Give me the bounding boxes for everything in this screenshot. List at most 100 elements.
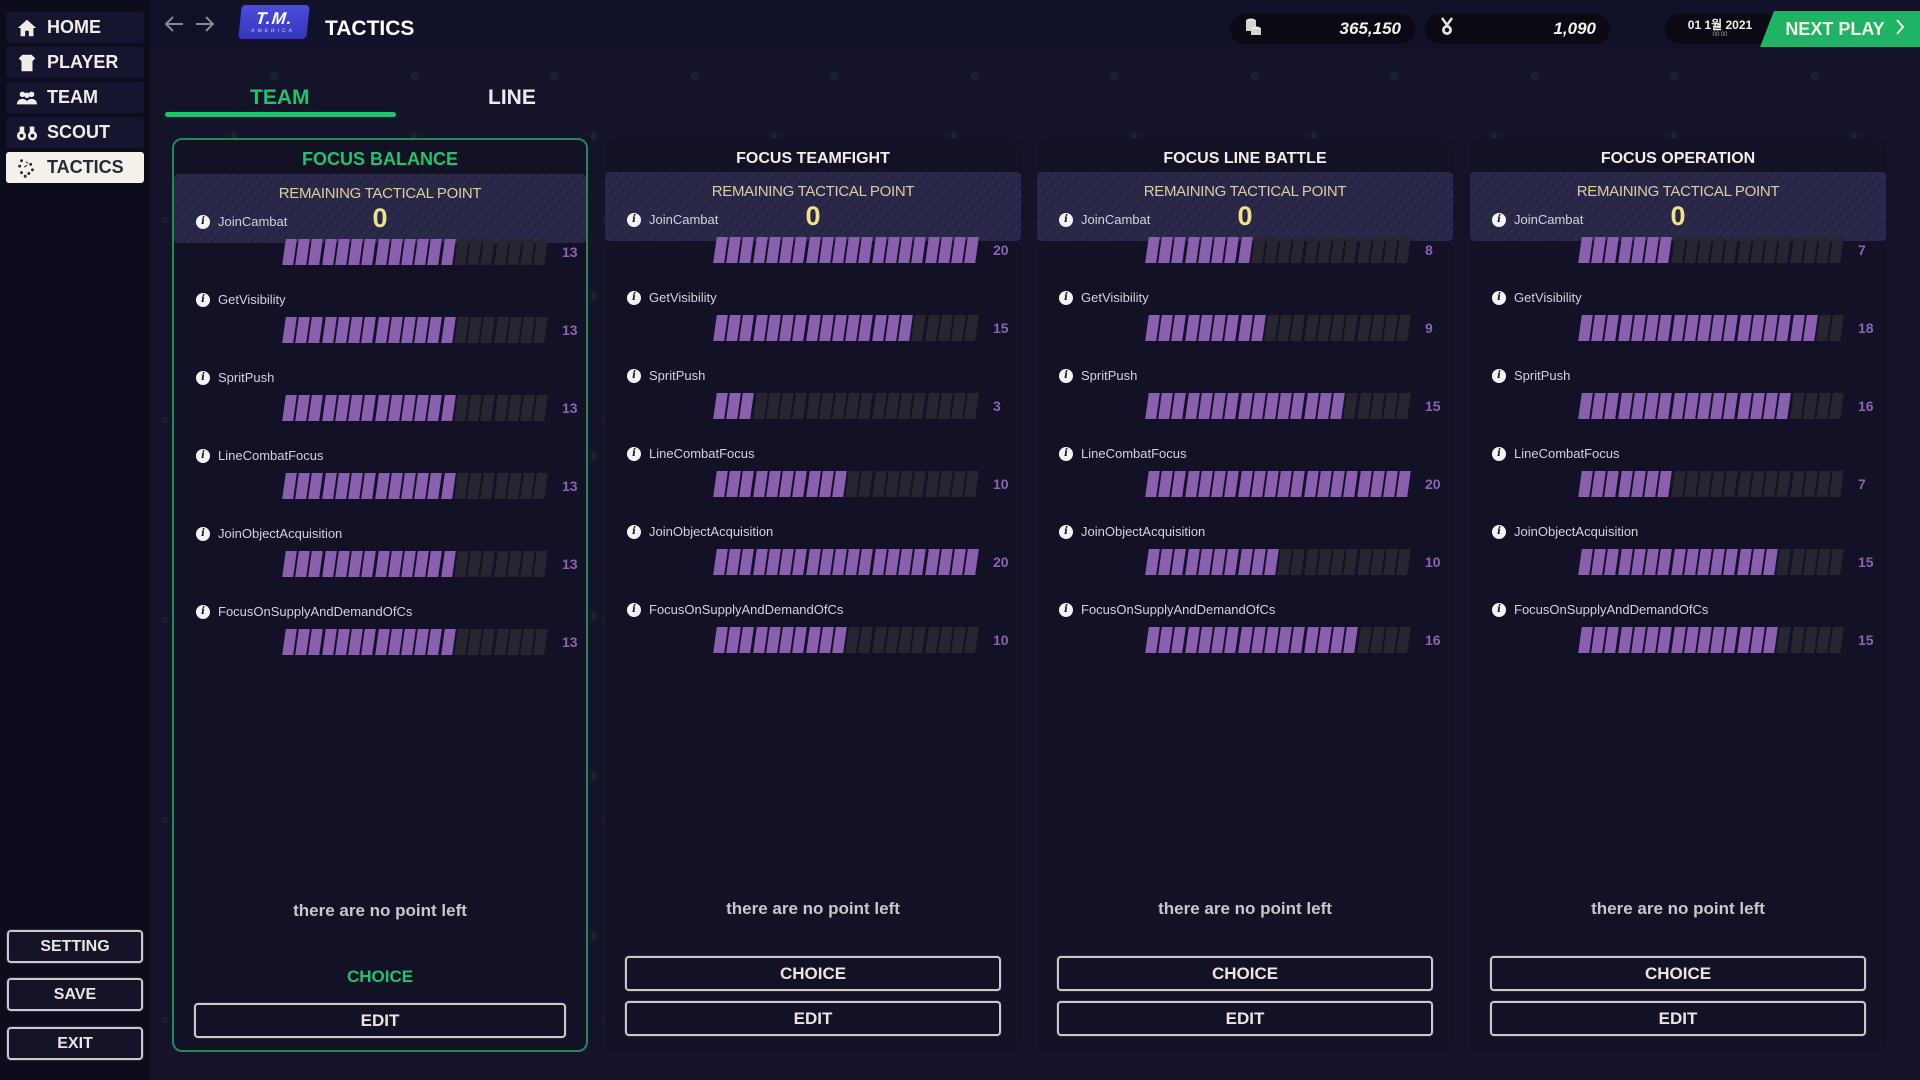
- edit-button[interactable]: EDIT: [625, 1001, 1001, 1036]
- info-icon[interactable]: i: [627, 212, 641, 227]
- sidebar-item-scout[interactable]: SCOUT: [6, 117, 144, 148]
- sidebar-item-tactics[interactable]: TACTICS: [6, 152, 144, 183]
- exit-button[interactable]: EXIT: [7, 1027, 143, 1060]
- tab-team[interactable]: TEAM: [250, 86, 310, 109]
- bar-segment: [454, 239, 469, 265]
- stat-bar[interactable]: [282, 551, 548, 577]
- bar-segment: [467, 551, 482, 577]
- bar-segment: [845, 549, 860, 575]
- bar-segment: [282, 239, 297, 265]
- stat-bar[interactable]: [282, 239, 548, 265]
- remaining-points-label: REMAINING TACTICAL POINT: [1143, 183, 1347, 200]
- bar-segment: [1617, 393, 1633, 419]
- stat-bar[interactable]: [1578, 471, 1844, 497]
- bar-segment: [832, 549, 847, 575]
- bar-segment: [885, 627, 900, 653]
- stat-bar[interactable]: [1578, 549, 1844, 575]
- info-icon[interactable]: i: [627, 368, 641, 383]
- back-arrow-icon[interactable]: [163, 14, 185, 34]
- bar-segment: [779, 549, 794, 575]
- info-icon[interactable]: i: [1492, 290, 1506, 305]
- info-icon[interactable]: i: [196, 214, 210, 229]
- bar-segment: [1369, 393, 1385, 419]
- bar-segment: [1317, 315, 1332, 341]
- bar-segment: [348, 395, 363, 421]
- choice-button[interactable]: CHOICE: [625, 956, 1001, 991]
- stat-bar[interactable]: [282, 629, 548, 655]
- edit-button[interactable]: EDIT: [1490, 1001, 1866, 1036]
- bar-segment: [752, 315, 768, 341]
- stat-bar[interactable]: [1578, 315, 1844, 341]
- info-icon[interactable]: i: [196, 526, 210, 541]
- bar-segment: [1237, 627, 1253, 653]
- stat-bar[interactable]: [713, 627, 979, 653]
- info-icon[interactable]: i: [1492, 524, 1506, 539]
- info-icon[interactable]: i: [196, 292, 210, 307]
- choice-button[interactable]: CHOICE: [1057, 956, 1433, 991]
- bar-segment: [818, 315, 834, 341]
- info-icon[interactable]: i: [1492, 212, 1506, 227]
- info-icon[interactable]: i: [1059, 212, 1073, 227]
- sidebar-item-home[interactable]: HOME: [6, 12, 144, 43]
- info-icon[interactable]: i: [1492, 602, 1506, 617]
- bar-segment: [1290, 627, 1305, 653]
- sidebar-item-player[interactable]: PLAYER: [6, 47, 144, 78]
- bar-segment: [1250, 237, 1266, 263]
- stat-bar[interactable]: [282, 317, 548, 343]
- stat-bar[interactable]: [1578, 237, 1844, 263]
- stat-bar[interactable]: [713, 315, 979, 341]
- stat-value: 10: [993, 476, 1009, 492]
- bar-segment: [1776, 237, 1791, 263]
- info-icon[interactable]: i: [627, 524, 641, 539]
- tactic-panel-focus-operation[interactable]: FOCUS OPERATION REMAINING TACTICAL POINT…: [1470, 138, 1886, 1052]
- stat-bar[interactable]: [1145, 237, 1411, 263]
- bar-segment: [1211, 471, 1226, 497]
- stat-bar[interactable]: [1145, 549, 1411, 575]
- setting-button[interactable]: SETTING: [7, 930, 143, 963]
- tab-line[interactable]: LINE: [488, 86, 536, 109]
- info-icon[interactable]: i: [627, 290, 641, 305]
- bar-segment: [1683, 393, 1699, 419]
- forward-arrow-icon[interactable]: [194, 14, 216, 34]
- choice-selected-label[interactable]: CHOICE: [346, 967, 414, 986]
- info-icon[interactable]: i: [1059, 524, 1073, 539]
- stat-bar[interactable]: [713, 393, 979, 419]
- stat-bar[interactable]: [1145, 393, 1411, 419]
- stat-bar[interactable]: [1145, 471, 1411, 497]
- info-icon[interactable]: i: [627, 602, 641, 617]
- stat-bar[interactable]: [1578, 627, 1844, 653]
- bar-segment: [480, 629, 495, 655]
- stat-bar[interactable]: [713, 237, 979, 263]
- stat-bar[interactable]: [1578, 393, 1844, 419]
- choice-button[interactable]: CHOICE: [1490, 956, 1866, 991]
- stat-bar[interactable]: [282, 395, 548, 421]
- info-icon[interactable]: i: [627, 446, 641, 461]
- bar-segment: [1683, 549, 1699, 575]
- next-play-button[interactable]: NEXT PLAY: [1760, 11, 1920, 47]
- stat-bar[interactable]: [713, 471, 979, 497]
- info-icon[interactable]: i: [1059, 290, 1073, 305]
- sidebar-item-team[interactable]: TEAM: [6, 82, 144, 113]
- bar-segment: [506, 317, 522, 343]
- edit-button[interactable]: EDIT: [1057, 1001, 1433, 1036]
- info-icon[interactable]: i: [1492, 446, 1506, 461]
- stat-bar[interactable]: [282, 473, 548, 499]
- info-icon[interactable]: i: [196, 604, 210, 619]
- tactic-panel-focus-line-battle[interactable]: FOCUS LINE BATTLE REMAINING TACTICAL POI…: [1037, 138, 1453, 1052]
- info-icon[interactable]: i: [1059, 602, 1073, 617]
- stat-bar[interactable]: [1145, 627, 1411, 653]
- info-icon[interactable]: i: [1059, 368, 1073, 383]
- edit-button[interactable]: EDIT: [194, 1003, 566, 1038]
- tactic-panel-focus-balance[interactable]: FOCUS BALANCE REMAINING TACTICAL POINT 0…: [172, 138, 588, 1052]
- info-icon[interactable]: i: [1059, 446, 1073, 461]
- info-icon[interactable]: i: [196, 448, 210, 463]
- bar-segment: [951, 393, 966, 419]
- bar-segment: [1317, 393, 1332, 419]
- info-icon[interactable]: i: [196, 370, 210, 385]
- stat-name: LineCombatFocus: [1514, 446, 1620, 461]
- stat-bar[interactable]: [1145, 315, 1411, 341]
- tactic-panel-focus-teamfight[interactable]: FOCUS TEAMFIGHT REMAINING TACTICAL POINT…: [605, 138, 1021, 1052]
- stat-bar[interactable]: [713, 549, 979, 575]
- info-icon[interactable]: i: [1492, 368, 1506, 383]
- save-button[interactable]: SAVE: [7, 978, 143, 1011]
